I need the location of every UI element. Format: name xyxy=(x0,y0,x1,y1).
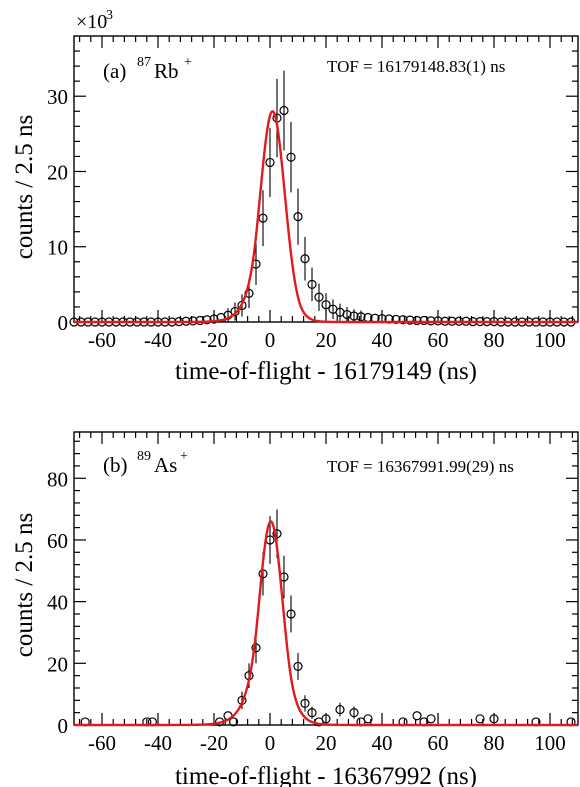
isotope-mass: 87 xyxy=(137,55,151,70)
y-axis-label: counts / 2.5 ns xyxy=(11,115,38,259)
tick-labels: -60 -40 -20 0 20 40 60 80 100 0 20 40 60 80 xyxy=(47,467,566,755)
data-point xyxy=(265,157,275,168)
isotope-charge: + xyxy=(180,449,188,464)
data-point xyxy=(279,105,289,116)
data-point xyxy=(405,315,415,325)
data-point xyxy=(363,714,373,724)
x-tick-label: 20 xyxy=(316,328,337,352)
data-point xyxy=(251,643,261,653)
data-point xyxy=(391,314,401,324)
y-tick-label: 0 xyxy=(58,714,69,738)
isotope-symbol: Rb xyxy=(154,59,179,83)
y-tick-label: 40 xyxy=(47,591,68,615)
fit-curve xyxy=(73,520,579,727)
y-tick-label: 20 xyxy=(47,652,68,676)
x-tick-label: 40 xyxy=(372,731,393,755)
data-point xyxy=(286,152,296,162)
y-tick-label: 20 xyxy=(47,160,68,184)
x-tick-label: -40 xyxy=(144,328,172,352)
y-tick-label: 80 xyxy=(47,467,68,491)
y-axis-label: counts / 2.5 ns xyxy=(11,513,38,657)
x-tick-label: 100 xyxy=(534,731,566,755)
data-point xyxy=(293,212,303,222)
x-tick-label: 0 xyxy=(265,731,276,755)
axis-ticks xyxy=(74,36,578,323)
data-point xyxy=(398,315,408,325)
x-tick-label: 40 xyxy=(372,328,393,352)
isotope-symbol: As xyxy=(154,453,177,477)
y-tick-label: 30 xyxy=(47,85,68,109)
data-point xyxy=(300,254,310,264)
fit-layer xyxy=(73,520,579,727)
x-tick-label: -40 xyxy=(144,731,172,755)
panel-title: (a) 87 Rb + xyxy=(103,55,192,83)
x-axis-label: time-of-flight - 16367992 (ns) xyxy=(175,763,477,787)
data-point xyxy=(195,315,205,326)
data-point xyxy=(342,309,352,320)
fit-curve xyxy=(73,110,579,324)
data-point xyxy=(412,711,422,721)
data-point xyxy=(293,661,303,672)
panel-label: (a) xyxy=(103,59,126,83)
data-point xyxy=(321,714,331,724)
data-point xyxy=(419,315,429,326)
isotope-mass: 89 xyxy=(137,449,151,464)
x-tick-label: 20 xyxy=(316,731,337,755)
panel-a: ×10 3 -60 -40 -20 0 20 40 60 80 100 0 10 20 30 (a) 8… xyxy=(11,8,579,385)
data-point xyxy=(202,315,212,325)
y-multiplier: ×10 3 xyxy=(76,8,113,33)
data-point xyxy=(272,529,282,539)
panel-b: -60 -40 -20 0 20 40 60 80 100 0 20 40 60 80 (b) 89 As… xyxy=(11,431,579,787)
x-axis-label: time-of-flight - 16179149 (ns) xyxy=(175,358,477,385)
isotope-charge: + xyxy=(184,55,192,70)
plot-frame xyxy=(73,35,579,323)
data-point xyxy=(307,279,317,289)
y-multiplier-base: ×10 xyxy=(76,11,107,33)
x-tick-label: 100 xyxy=(534,328,566,352)
panel-title: (b) 89 As + xyxy=(103,449,188,477)
data-point xyxy=(314,292,324,302)
data-point xyxy=(321,300,331,310)
y-tick-label: 0 xyxy=(58,311,69,335)
data-point xyxy=(349,708,359,718)
data-markers xyxy=(69,70,576,327)
x-tick-label: -60 xyxy=(88,328,116,352)
x-tick-label: -20 xyxy=(200,328,228,352)
data-point xyxy=(349,311,359,321)
x-tick-label: -20 xyxy=(200,731,228,755)
data-point xyxy=(475,714,485,724)
x-tick-label: 0 xyxy=(265,328,276,352)
data-point xyxy=(286,609,296,619)
y-multiplier-exponent: 3 xyxy=(106,8,113,23)
data-point xyxy=(426,714,436,724)
fit-layer xyxy=(73,110,579,324)
data-markers xyxy=(80,509,576,727)
data-point xyxy=(489,714,499,724)
x-tick-label: 80 xyxy=(484,328,505,352)
tof-annotation: TOF = 16179148.83(1) ns xyxy=(327,57,505,76)
data-point xyxy=(229,717,239,727)
data-point xyxy=(307,708,317,718)
panel-label: (b) xyxy=(103,453,128,477)
x-tick-label: -60 xyxy=(88,731,116,755)
y-tick-label: 10 xyxy=(47,236,68,260)
x-tick-label: 80 xyxy=(484,731,505,755)
y-tick-label: 60 xyxy=(47,529,68,553)
x-tick-label: 60 xyxy=(428,731,449,755)
data-point xyxy=(356,312,366,322)
tof-annotation: TOF = 16367991.99(29) ns xyxy=(327,457,514,476)
x-tick-label: 60 xyxy=(428,328,449,352)
data-point xyxy=(230,306,240,317)
data-point xyxy=(412,315,422,326)
data-point xyxy=(300,698,310,709)
tick-labels: -60 -40 -20 0 20 40 60 80 100 0 10 20 30 xyxy=(47,85,566,352)
data-point xyxy=(335,704,345,715)
axis-ticks xyxy=(74,432,578,726)
data-point xyxy=(209,314,219,324)
